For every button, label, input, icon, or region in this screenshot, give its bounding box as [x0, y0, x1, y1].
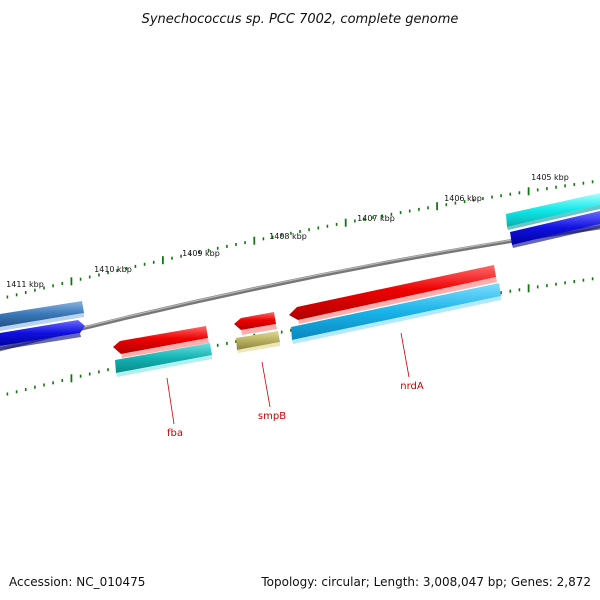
gene-label-smpB[interactable]: smpB	[258, 411, 286, 422]
feature-steel-cds-left[interactable]	[0, 301, 84, 331]
gene-label-nrdA[interactable]: nrdA	[400, 381, 424, 392]
genome-summary-text: Topology: circular; Length: 3,008,047 bp…	[260, 575, 591, 589]
feature-blue-cds-left[interactable]	[0, 320, 85, 350]
feature-nrdA-cyan-cds[interactable]	[291, 283, 501, 344]
kbp-label-1406: 1406 kbp	[444, 194, 482, 203]
map-title: Synechococcus sp. PCC 7002, complete gen…	[142, 12, 459, 27]
feature-smpB-olive-cds[interactable]	[236, 331, 280, 353]
feature-nrdA-red-cds[interactable]	[289, 265, 497, 324]
feature-fba-red-cds[interactable]	[113, 326, 209, 358]
feature-aqua-cds-upper[interactable]	[506, 193, 600, 230]
kbp-label-1405: 1405 kbp	[531, 173, 569, 182]
smpB-leader-line	[261, 361, 271, 408]
nrdA-leader-line	[400, 332, 410, 378]
fba-leader-line	[166, 377, 175, 425]
kbp-label-1408: 1408 kbp	[269, 232, 307, 241]
kbp-label-1411: 1411 kbp	[6, 280, 44, 289]
feature-blue-cds-upper-right[interactable]	[510, 211, 600, 248]
accession-text: Accession: NC_010475	[9, 575, 145, 589]
gene-label-fba[interactable]: fba	[167, 428, 183, 439]
outer-kbp-ticks	[6, 180, 594, 299]
kbp-label-1409: 1409 kbp	[182, 249, 220, 258]
feature-smpB-red-cds[interactable]	[234, 312, 277, 335]
feature-fba-teal-cds[interactable]	[115, 343, 212, 377]
kbp-label-1410: 1410 kbp	[94, 265, 132, 274]
kbp-label-1407: 1407 kbp	[357, 214, 395, 223]
